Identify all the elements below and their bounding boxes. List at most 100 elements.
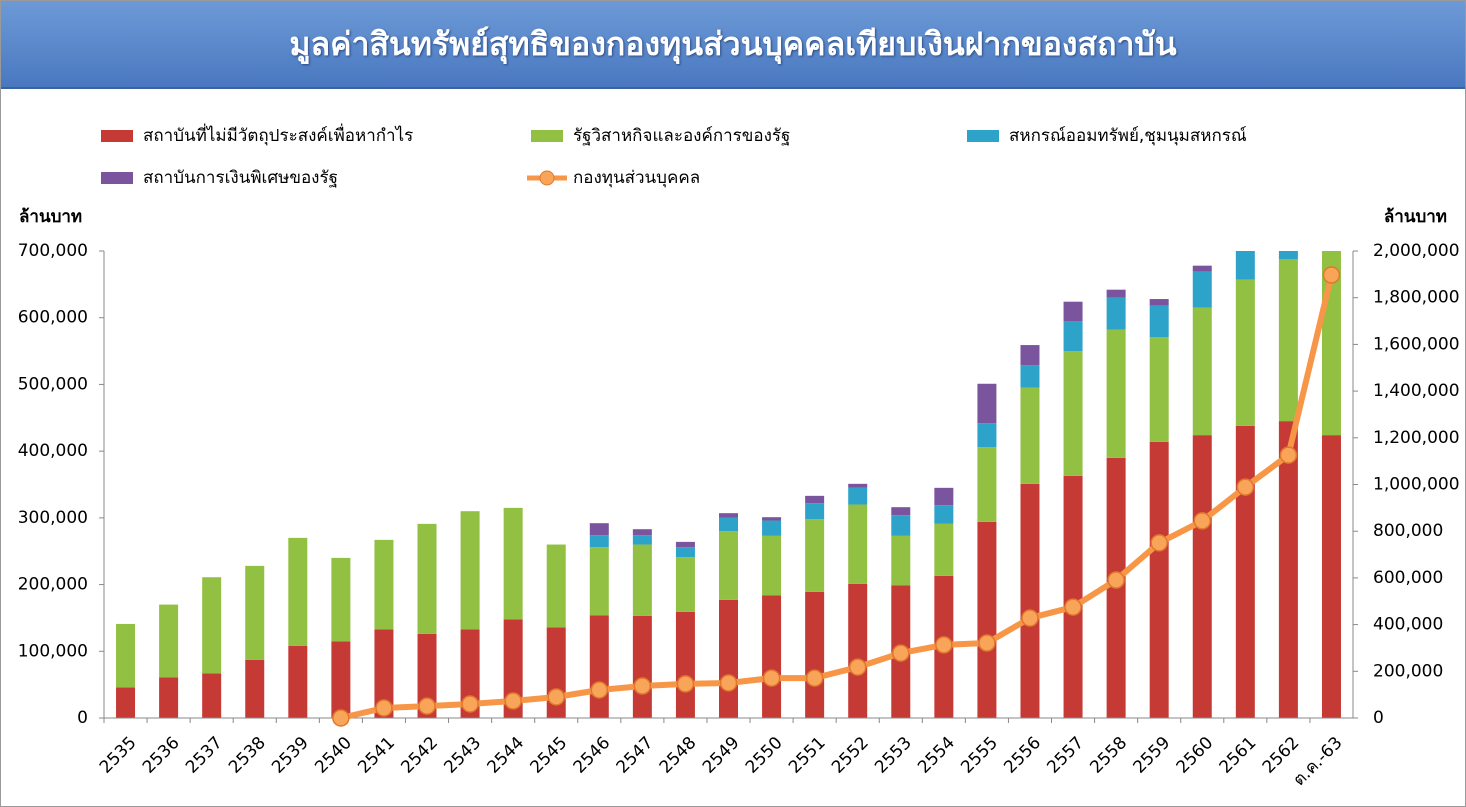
y-tick-label: 300,000 [18, 508, 88, 528]
legend-swatch [101, 130, 133, 142]
x-tick-label: 2550 [742, 733, 787, 778]
bar [1020, 365, 1040, 388]
line-marker [719, 674, 738, 692]
bar [1106, 289, 1126, 298]
bar [1149, 305, 1169, 338]
bar [719, 599, 738, 718]
bar [891, 507, 911, 516]
bar [675, 557, 695, 612]
line-marker [805, 669, 824, 687]
bar [1020, 483, 1040, 718]
bar [1149, 441, 1169, 718]
y2-tick-label: 400,000 [1373, 615, 1443, 635]
bar [1106, 329, 1126, 458]
line-marker [892, 644, 910, 662]
x-tick-label: 2541 [354, 733, 399, 778]
bar [762, 535, 782, 596]
bar [417, 523, 437, 634]
x-tick-label: 2547 [613, 733, 658, 778]
bar [848, 504, 868, 584]
bar [1235, 279, 1255, 426]
y-tick-label: 100,000 [18, 641, 88, 661]
y-tick-label: 400,000 [18, 441, 88, 461]
line-marker [461, 695, 479, 713]
x-tick-label: 2553 [871, 733, 916, 778]
line-marker [590, 681, 609, 699]
line-marker [1064, 598, 1082, 616]
bar [589, 523, 609, 536]
x-tick-label: 2549 [699, 733, 744, 778]
bar [1235, 425, 1255, 718]
bar [848, 487, 868, 505]
y2-tick-label: 1,800,000 [1373, 288, 1460, 308]
x-tick-label: 2555 [957, 733, 1002, 778]
bar [1192, 265, 1212, 272]
y2-tick-label: 200,000 [1373, 661, 1443, 681]
bar [632, 615, 652, 718]
line-marker [504, 692, 522, 710]
bar [632, 529, 652, 536]
legend-swatch [967, 130, 999, 142]
line-marker [848, 658, 867, 676]
bar [374, 539, 394, 630]
bar [1278, 421, 1298, 718]
bar [1106, 297, 1126, 330]
bar [1235, 251, 1255, 280]
bar [1321, 251, 1341, 436]
bar [116, 687, 136, 718]
x-tick-label: 2556 [1000, 733, 1045, 778]
bar [417, 633, 437, 718]
line-marker [1322, 266, 1341, 284]
bar [1149, 337, 1169, 442]
bar [202, 673, 222, 718]
line-marker [375, 699, 393, 717]
bar [675, 547, 695, 558]
bar [1192, 307, 1212, 436]
bar [762, 517, 782, 521]
bar [116, 623, 136, 688]
x-tick-label: 2551 [785, 733, 830, 778]
y2-tick-label: 0 [1373, 708, 1384, 728]
y-tick-label: 500,000 [18, 374, 88, 394]
bar [245, 659, 265, 718]
x-tick-label: 2558 [1086, 733, 1131, 778]
bar [546, 544, 566, 628]
legend-swatch [531, 130, 563, 142]
bar [934, 505, 954, 524]
x-tick-label: 2536 [139, 733, 184, 778]
bar [1278, 259, 1298, 422]
bar [848, 583, 868, 718]
title-banner: มูลค่าสินทรัพย์สุทธิของกองทุนส่วนบุคคลเท… [1, 1, 1465, 89]
bar [589, 547, 609, 616]
bar [331, 557, 351, 642]
bar [589, 615, 609, 718]
line-marker [1107, 571, 1125, 589]
legend-label: กองทุนส่วนบุคคล [573, 168, 700, 188]
line-marker [762, 669, 781, 687]
bar [159, 604, 179, 678]
line-marker [418, 697, 436, 715]
bar [1278, 251, 1298, 260]
x-tick-label: 2535 [96, 733, 141, 778]
bar [719, 531, 738, 600]
bar [977, 423, 997, 448]
legend-label: สถาบันที่ไม่มีวัตถุประสงค์เพื่อหากำไร [143, 123, 413, 146]
line-marker [1150, 534, 1168, 552]
line-marker [935, 636, 953, 654]
y-tick-label: 200,000 [18, 575, 88, 595]
y-tick-label: 700,000 [18, 241, 88, 261]
bar [245, 565, 265, 660]
bar [805, 495, 825, 504]
bar [1321, 435, 1341, 718]
x-tick-label: 2545 [527, 733, 572, 778]
legend-swatch [101, 172, 133, 184]
legend-label: สถาบันการเงินพิเศษของรัฐ [143, 168, 338, 188]
bar [848, 483, 868, 488]
x-tick-label: 2538 [225, 733, 270, 778]
line-marker [1279, 446, 1298, 464]
bar [762, 595, 782, 718]
line [340, 274, 1335, 721]
bar [762, 520, 782, 536]
